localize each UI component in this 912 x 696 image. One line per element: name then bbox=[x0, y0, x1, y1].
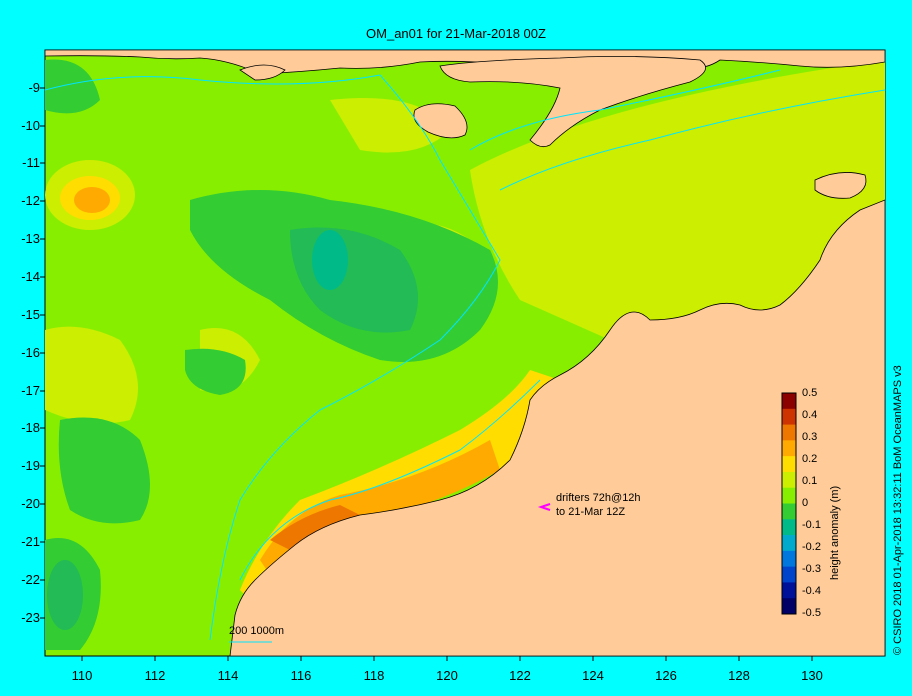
colorbar-segment bbox=[782, 424, 796, 441]
lon-tick-label: 122 bbox=[509, 668, 531, 683]
colorbar-segment bbox=[782, 408, 796, 426]
lat-tick-label: -11 bbox=[22, 155, 40, 170]
lat-tick-label: -15 bbox=[21, 307, 40, 322]
lat-tick-label: -18 bbox=[21, 420, 40, 435]
colorbar-segment bbox=[782, 456, 796, 473]
small-island bbox=[239, 64, 286, 81]
colorbar-tick-label: 0.5 bbox=[802, 387, 818, 399]
drifter-arrow bbox=[537, 503, 551, 511]
colorbar-tick-label: 0.3 bbox=[802, 431, 818, 443]
credit-text: © CSIRO 2018 01-Apr-2018 13:32:11 BoM Oc… bbox=[892, 365, 904, 655]
anomaly-contour bbox=[45, 326, 138, 424]
anomaly-contour bbox=[47, 560, 83, 630]
lon-tick-label: 120 bbox=[436, 668, 458, 683]
lon-tick-label: 128 bbox=[728, 668, 750, 683]
bathymetry-200m bbox=[469, 69, 885, 191]
anomaly-contour bbox=[185, 348, 246, 395]
colorbar-frame bbox=[781, 392, 797, 615]
lon-tick-label: 124 bbox=[582, 668, 604, 683]
colorbar bbox=[782, 393, 796, 615]
colorbar-tick-label: -0.2 bbox=[802, 541, 821, 553]
lat-tick-label: -17 bbox=[21, 383, 40, 398]
lon-tick-label: 114 bbox=[217, 668, 239, 683]
colorbar-tick-label: -0.3 bbox=[802, 563, 821, 575]
colorbar-segment bbox=[782, 393, 796, 410]
lon-tick-label: 116 bbox=[290, 668, 312, 683]
melville-island bbox=[814, 172, 867, 199]
anomaly-contour bbox=[260, 440, 500, 575]
colorbar-segment bbox=[782, 566, 796, 583]
lat-tick-label: -19 bbox=[21, 458, 40, 473]
anomaly-contour bbox=[45, 59, 100, 114]
lat-tick-label: -16 bbox=[21, 345, 40, 360]
colorbar-tick-label: 0.1 bbox=[802, 475, 818, 487]
australia-land bbox=[229, 199, 885, 656]
colorbar-tick-label: -0.1 bbox=[802, 519, 821, 531]
lon-tick-label: 126 bbox=[655, 668, 677, 683]
lat-tick-label: -22 bbox=[21, 572, 40, 587]
drifters-annotation-date: to 21-Mar 12Z bbox=[556, 506, 626, 518]
lon-tick-label: 118 bbox=[363, 668, 385, 683]
lat-tick-label: -14 bbox=[21, 269, 40, 284]
lat-tick-label: -20 bbox=[21, 496, 40, 511]
colorbar-segment bbox=[782, 440, 796, 457]
lat-tick-label: -23 bbox=[21, 610, 40, 625]
lat-tick-label: -13 bbox=[21, 231, 40, 246]
colorbar-segment bbox=[782, 503, 796, 520]
colorbar-title: height anomaly (m) bbox=[829, 485, 841, 580]
colorbar-segment bbox=[782, 550, 796, 568]
bathymetry-scale-label: 200 1000m bbox=[229, 625, 285, 637]
lat-tick-label: -21 bbox=[21, 534, 40, 549]
colorbar-tick-label: -0.4 bbox=[802, 585, 821, 597]
colorbar-segment bbox=[782, 598, 796, 615]
colorbar-tick-label: 0 bbox=[802, 497, 809, 509]
colorbar-tick-label: -0.5 bbox=[802, 607, 821, 619]
lon-tick-label: 110 bbox=[71, 668, 93, 683]
colorbar-segment bbox=[782, 471, 796, 489]
map-title: OM_an01 for 21-Mar-2018 00Z bbox=[366, 26, 546, 41]
anomaly-contour bbox=[312, 230, 348, 290]
colorbar-segment bbox=[782, 487, 796, 504]
lat-tick-label: -12 bbox=[21, 193, 40, 208]
anomaly-contour bbox=[58, 417, 150, 524]
bathymetry-200m bbox=[239, 379, 541, 581]
bathymetry-1000m bbox=[45, 74, 501, 641]
anomaly-contour bbox=[74, 187, 110, 213]
colorbar-tick-label: 0.4 bbox=[802, 409, 818, 421]
colorbar-tick-label: 0.2 bbox=[802, 453, 818, 465]
lat-tick-label: -10 bbox=[21, 118, 40, 133]
anomaly-contour bbox=[270, 505, 360, 550]
lon-tick-label: 130 bbox=[801, 668, 823, 683]
colorbar-segment bbox=[782, 582, 796, 599]
axis-ticks bbox=[40, 87, 813, 661]
lon-tick-label: 112 bbox=[144, 668, 166, 683]
timor-island bbox=[439, 56, 707, 148]
colorbar-segment bbox=[782, 519, 796, 536]
drifters-annotation: drifters 72h@12h bbox=[556, 492, 641, 504]
lat-tick-label: -9 bbox=[28, 80, 40, 95]
colorbar-segment bbox=[782, 535, 796, 552]
